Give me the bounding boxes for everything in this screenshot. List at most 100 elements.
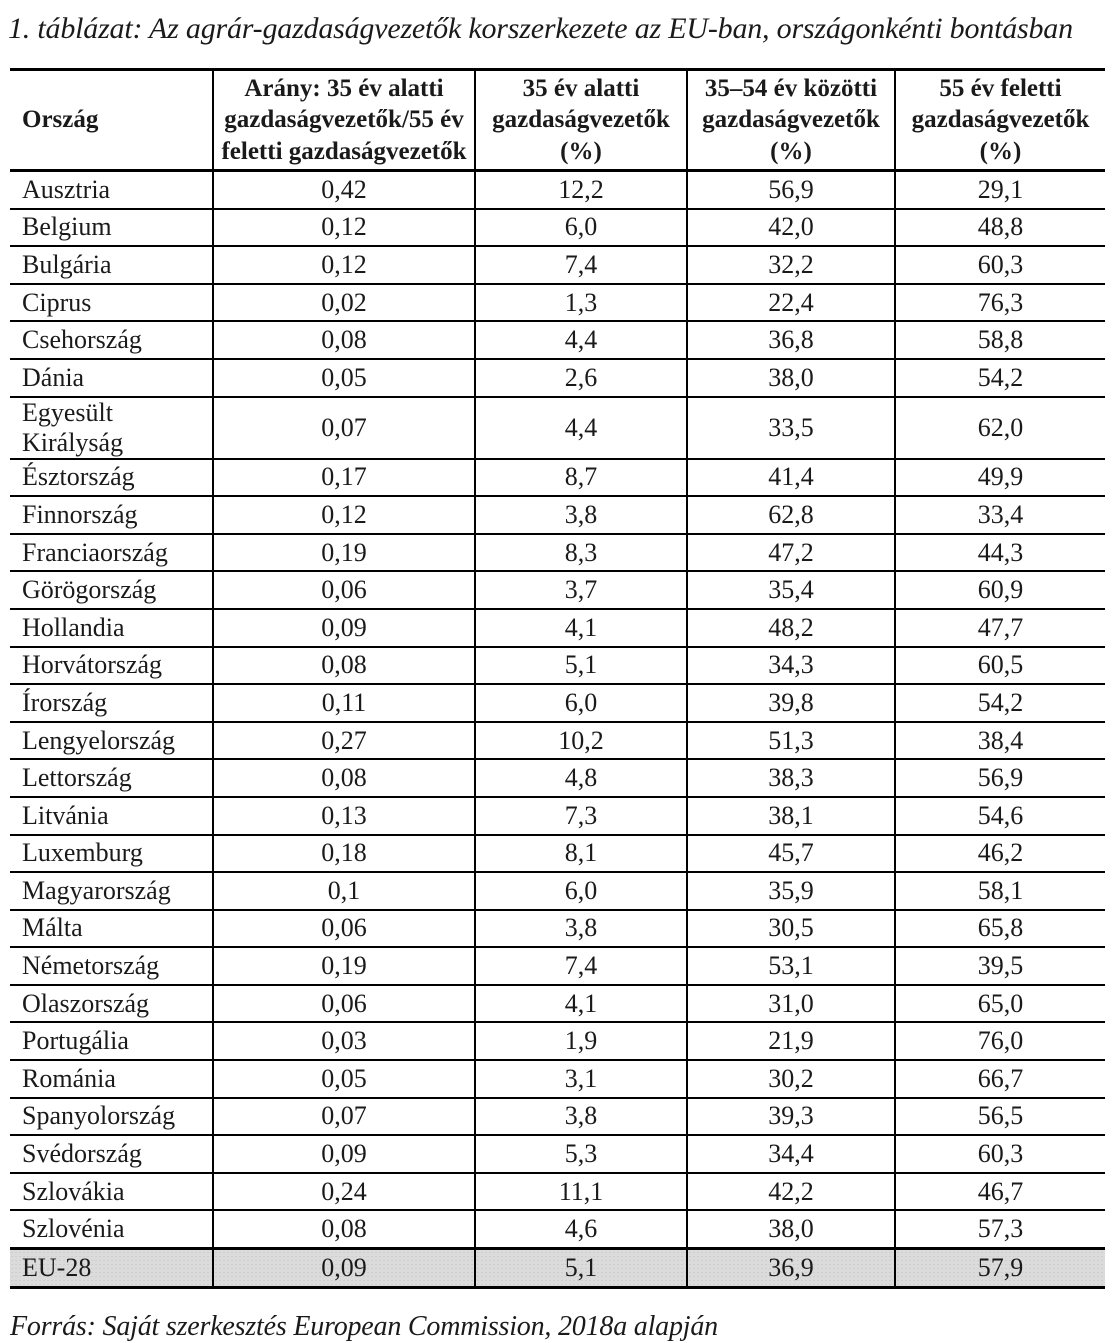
ratio-cell: 0,12 (213, 208, 476, 248)
country-cell: Hollandia (10, 608, 214, 648)
country-cell: Görögország (10, 571, 214, 610)
table-header: Ország Arány: 35 év alatti gazdaságvezet… (10, 69, 1105, 172)
country-cell: Németország (10, 947, 214, 986)
age-structure-table: Ország Arány: 35 év alatti gazdaságvezet… (10, 67, 1105, 1289)
under35-cell: 5,3 (475, 1135, 688, 1174)
mid35_54-cell: 22,4 (687, 283, 896, 323)
table-row: Finnország 0,12 3,8 62,8 33,4 (10, 496, 1105, 535)
under35-cell: 4,4 (475, 396, 688, 460)
mid35_54-cell: 32,2 (687, 246, 896, 285)
under35-cell: 4,8 (475, 759, 688, 798)
country-cell: Dánia (10, 358, 214, 398)
country-cell: Horvátország (10, 646, 214, 686)
under35-cell: 5,1 (475, 1247, 688, 1289)
country-cell: EU-28 (10, 1247, 214, 1289)
table-row: Románia 0,05 3,1 30,2 66,7 (10, 1060, 1105, 1099)
country-cell: Olaszország (10, 984, 214, 1024)
ratio-cell: 0,09 (213, 1135, 476, 1174)
mid35_54-cell: 48,2 (687, 608, 896, 648)
under35-cell: 8,3 (475, 533, 688, 573)
over55-cell: 56,5 (895, 1097, 1105, 1137)
table-row: Észtország 0,17 8,7 41,4 49,9 (10, 458, 1105, 498)
column-header-35-54: 35–54 év közötti gazdaságvezetők (%) (687, 69, 896, 172)
ratio-cell: 0,02 (213, 283, 476, 323)
country-cell: Bulgária (10, 246, 214, 285)
under35-cell: 3,1 (475, 1060, 688, 1099)
ratio-cell: 0,08 (213, 321, 476, 360)
over55-cell: 66,7 (895, 1060, 1105, 1099)
over55-cell: 54,6 (895, 796, 1105, 836)
table-row: Németország 0,19 7,4 53,1 39,5 (10, 947, 1105, 986)
table-row: Dánia 0,05 2,6 38,0 54,2 (10, 358, 1105, 398)
mid35_54-cell: 35,9 (687, 872, 896, 911)
mid35_54-cell: 62,8 (687, 496, 896, 535)
under35-cell: 6,0 (475, 208, 688, 248)
over55-cell: 48,8 (895, 208, 1105, 248)
under35-cell: 11,1 (475, 1172, 688, 1212)
under35-cell: 4,1 (475, 984, 688, 1024)
over55-cell: 57,9 (895, 1247, 1105, 1289)
ratio-cell: 0,12 (213, 496, 476, 535)
country-cell: Szlovénia (10, 1210, 214, 1250)
table-row: Ciprus 0,02 1,3 22,4 76,3 (10, 283, 1105, 323)
mid35_54-cell: 33,5 (687, 396, 896, 460)
ratio-cell: 0,07 (213, 396, 476, 460)
over55-cell: 46,2 (895, 834, 1105, 874)
country-cell: Portugália (10, 1022, 214, 1062)
country-cell: Spanyolország (10, 1097, 214, 1137)
over55-cell: 76,0 (895, 1022, 1105, 1062)
mid35_54-cell: 31,0 (687, 984, 896, 1024)
column-header-over55: 55 év feletti gazdaságvezetők (%) (895, 69, 1105, 172)
mid35_54-cell: 38,0 (687, 358, 896, 398)
under35-cell: 12,2 (475, 170, 688, 210)
under35-cell: 10,2 (475, 721, 688, 761)
over55-cell: 58,8 (895, 321, 1105, 360)
under35-cell: 7,4 (475, 246, 688, 285)
over55-cell: 60,5 (895, 646, 1105, 686)
ratio-cell: 0,09 (213, 1247, 476, 1289)
under35-cell: 8,7 (475, 458, 688, 498)
ratio-cell: 0,17 (213, 458, 476, 498)
table-body: Ausztria 0,42 12,2 56,9 29,1 Belgium 0,12 6,0 42… (10, 170, 1105, 1289)
under35-cell: 4,6 (475, 1210, 688, 1250)
mid35_54-cell: 38,0 (687, 1210, 896, 1250)
over55-cell: 54,2 (895, 684, 1105, 723)
under35-cell: 3,7 (475, 571, 688, 610)
under35-cell: 2,6 (475, 358, 688, 398)
over55-cell: 65,8 (895, 909, 1105, 949)
country-cell: Észtország (10, 458, 214, 498)
mid35_54-cell: 38,1 (687, 796, 896, 836)
column-header-under35: 35 év alatti gazdaságvezetők (%) (475, 69, 688, 172)
under35-cell: 4,1 (475, 608, 688, 648)
ratio-cell: 0,24 (213, 1172, 476, 1212)
mid35_54-cell: 35,4 (687, 571, 896, 610)
ratio-cell: 0,19 (213, 533, 476, 573)
table-row: Lengyelország 0,27 10,2 51,3 38,4 (10, 721, 1105, 761)
table-row-eu28-total: EU-28 0,09 5,1 36,9 57,9 (10, 1247, 1105, 1289)
table-row: Belgium 0,12 6,0 42,0 48,8 (10, 208, 1105, 248)
ratio-cell: 0,08 (213, 759, 476, 798)
table-row: Svédország 0,09 5,3 34,4 60,3 (10, 1135, 1105, 1174)
country-cell: Finnország (10, 496, 214, 535)
column-header-country: Ország (10, 69, 214, 172)
under35-cell: 7,3 (475, 796, 688, 836)
country-cell: Egyesült Királyság (10, 396, 214, 460)
over55-cell: 49,9 (895, 458, 1105, 498)
table-row: Ausztria 0,42 12,2 56,9 29,1 (10, 170, 1105, 210)
source-note: Forrás: Saját szerkesztés European Commi… (10, 1310, 718, 1342)
mid35_54-cell: 45,7 (687, 834, 896, 874)
ratio-cell: 0,42 (213, 170, 476, 210)
mid35_54-cell: 34,3 (687, 646, 896, 686)
mid35_54-cell: 42,0 (687, 208, 896, 248)
mid35_54-cell: 51,3 (687, 721, 896, 761)
under35-cell: 1,9 (475, 1022, 688, 1062)
country-cell: Lengyelország (10, 721, 214, 761)
ratio-cell: 0,1 (213, 872, 476, 911)
ratio-cell: 0,11 (213, 684, 476, 723)
under35-cell: 5,1 (475, 646, 688, 686)
ratio-cell: 0,07 (213, 1097, 476, 1137)
mid35_54-cell: 21,9 (687, 1022, 896, 1062)
ratio-cell: 0,12 (213, 246, 476, 285)
over55-cell: 62,0 (895, 396, 1105, 460)
